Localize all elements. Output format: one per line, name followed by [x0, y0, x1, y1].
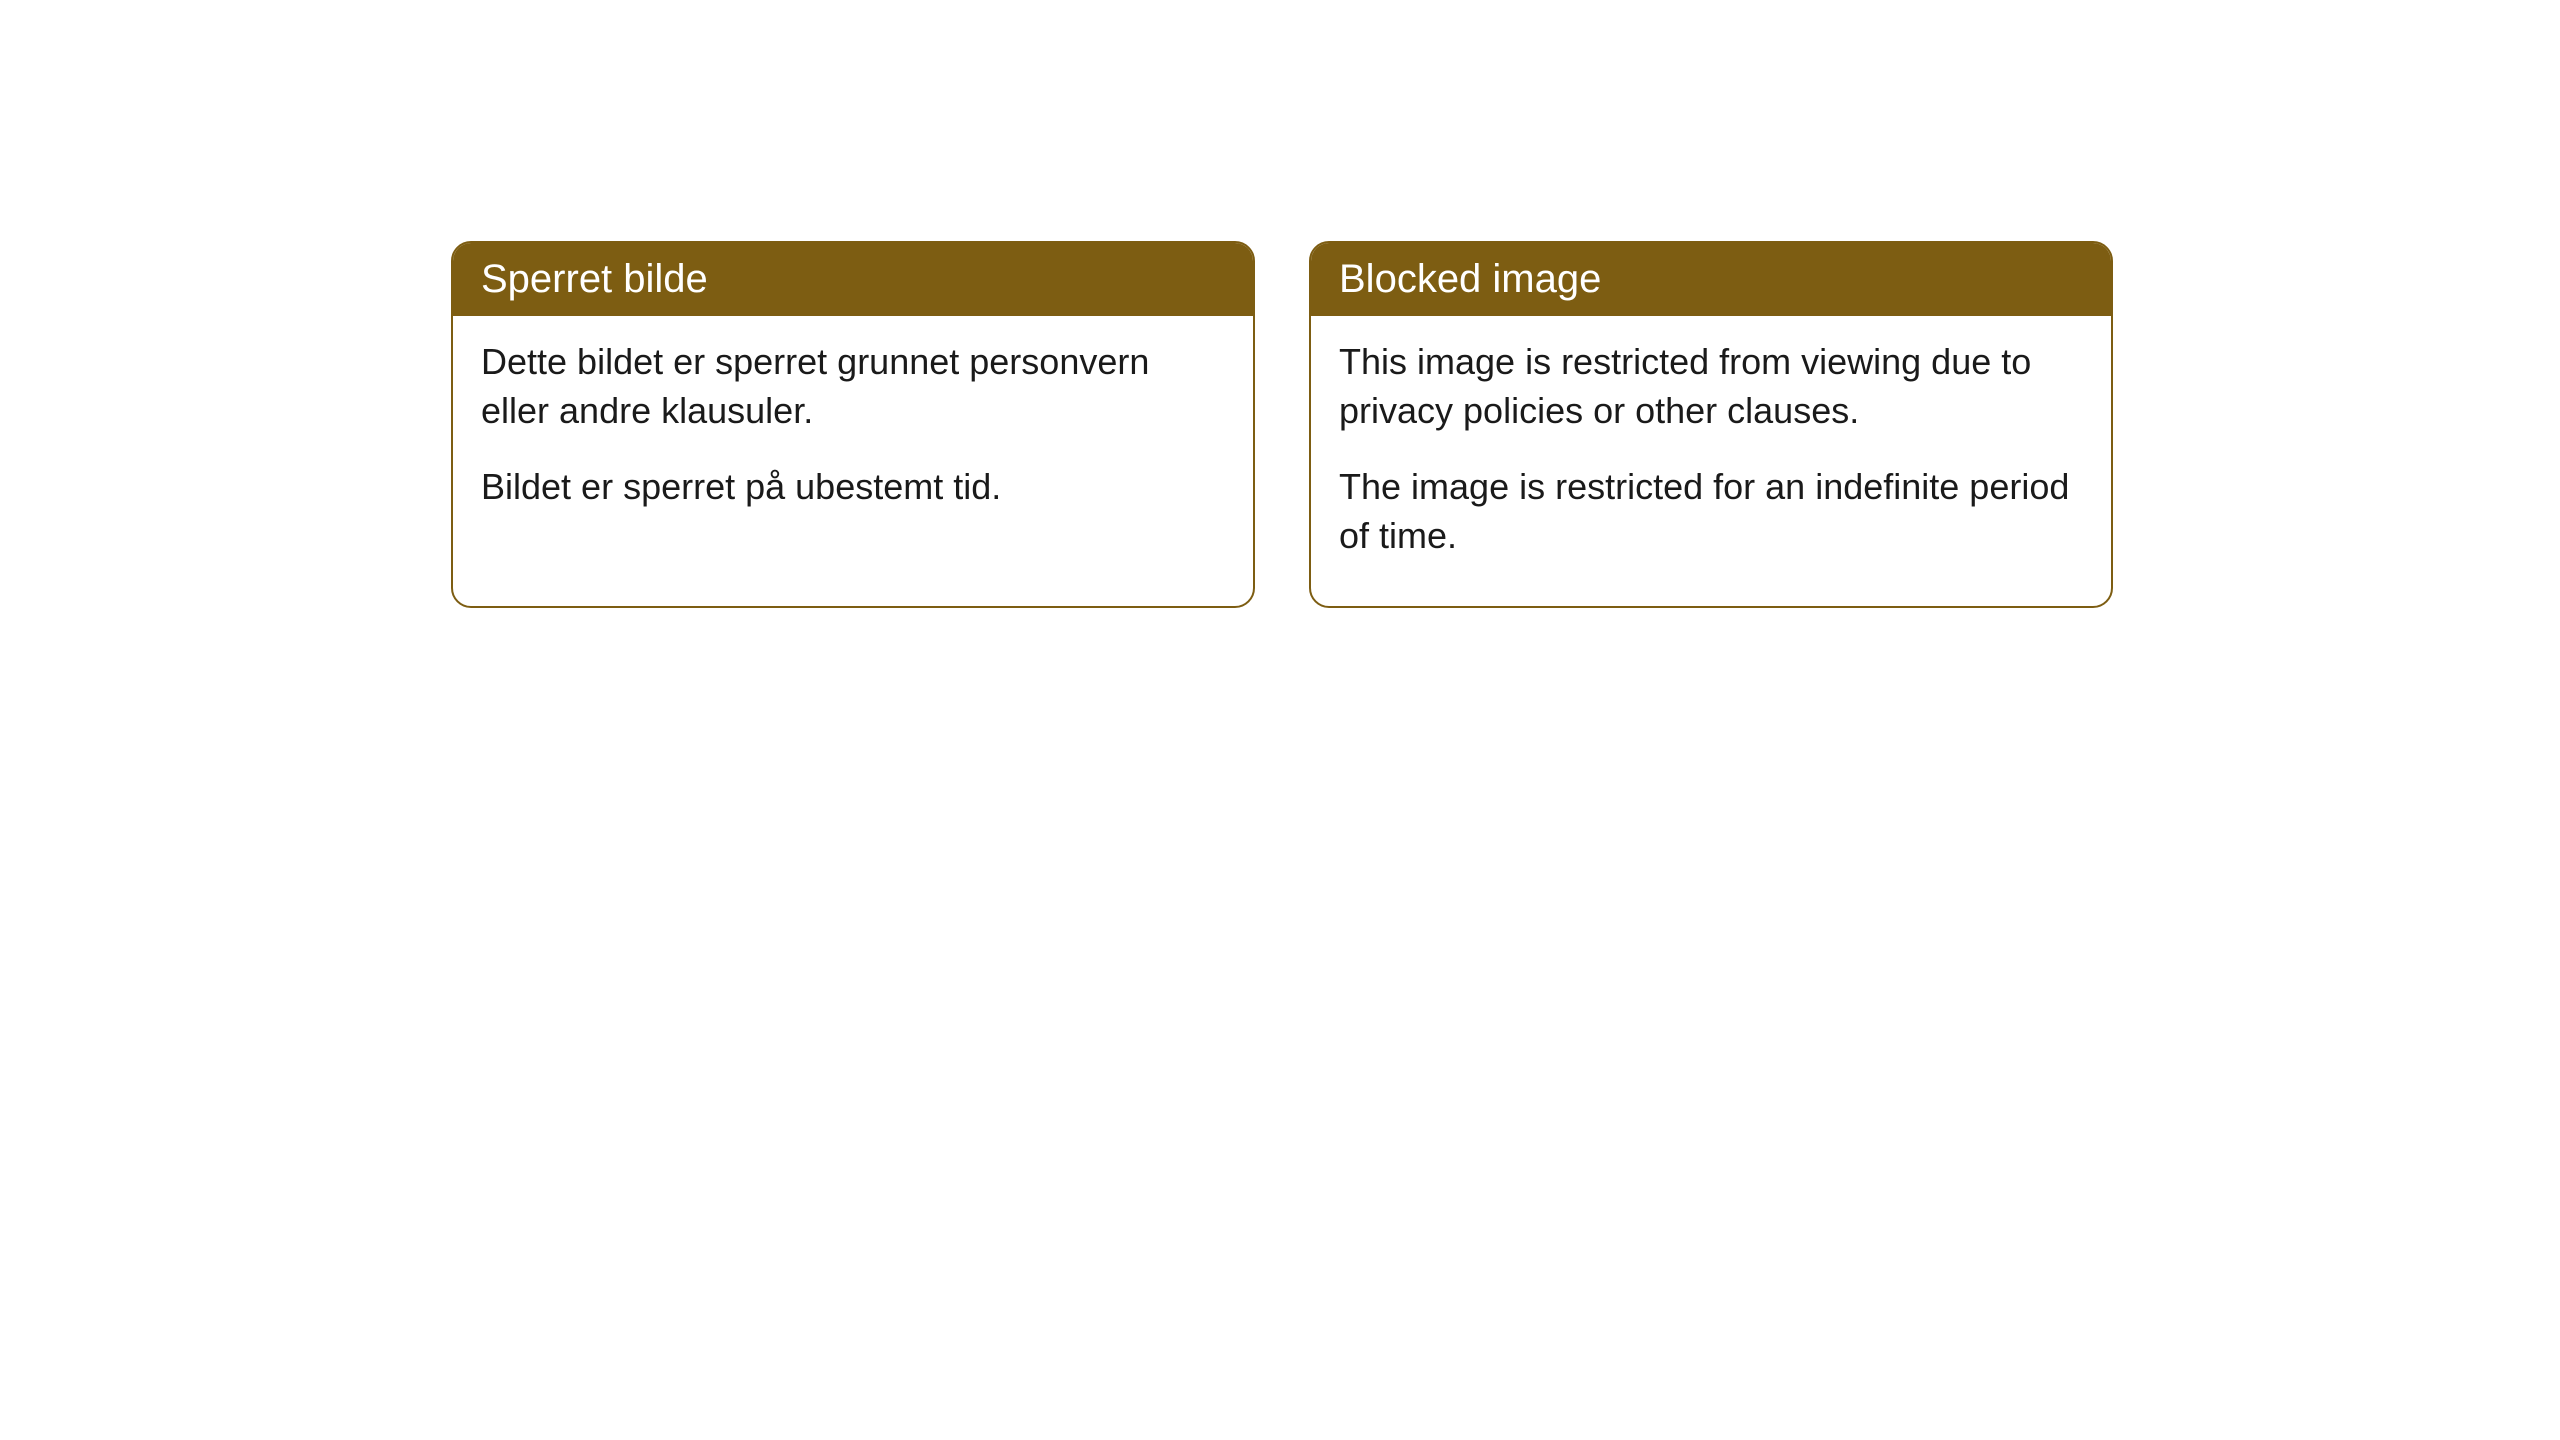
card-body: This image is restricted from viewing du… [1311, 316, 2111, 606]
notice-card-norwegian: Sperret bilde Dette bildet er sperret gr… [451, 241, 1255, 608]
card-title: Sperret bilde [481, 257, 708, 301]
card-header: Sperret bilde [453, 243, 1253, 316]
card-paragraph: The image is restricted for an indefinit… [1339, 463, 2083, 560]
card-paragraph: Bildet er sperret på ubestemt tid. [481, 463, 1225, 512]
card-title: Blocked image [1339, 257, 1601, 301]
card-header: Blocked image [1311, 243, 2111, 316]
card-paragraph: Dette bildet er sperret grunnet personve… [481, 338, 1225, 435]
card-paragraph: This image is restricted from viewing du… [1339, 338, 2083, 435]
notice-card-english: Blocked image This image is restricted f… [1309, 241, 2113, 608]
card-body: Dette bildet er sperret grunnet personve… [453, 316, 1253, 558]
notice-cards-container: Sperret bilde Dette bildet er sperret gr… [451, 241, 2113, 608]
